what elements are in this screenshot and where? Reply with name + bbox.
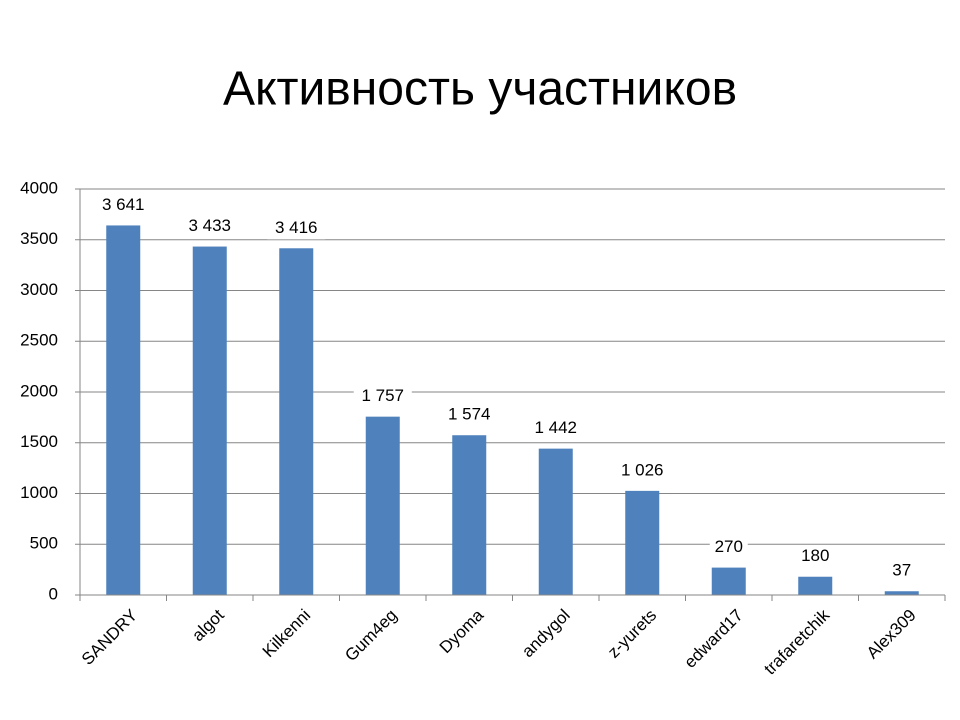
value-label-bg (94, 194, 153, 217)
x-tick-label: Gum4eg (341, 606, 401, 666)
x-tick-label: SANDRY (78, 606, 141, 669)
bar (798, 576, 833, 595)
x-tick-label: Dyoma (436, 605, 488, 657)
y-tick-label: 1500 (20, 432, 58, 451)
value-label-bg (526, 417, 585, 440)
bar (538, 448, 573, 595)
bar (365, 416, 400, 595)
value-label-bg (353, 385, 412, 408)
value-label: 270 (715, 537, 743, 556)
x-tick-label: Alex309 (863, 606, 920, 663)
bar (625, 490, 660, 595)
bar (711, 567, 746, 595)
value-label-bg (180, 215, 239, 238)
value-label-bg (709, 536, 748, 559)
y-tick-label: 3500 (20, 229, 58, 248)
value-label: 1 442 (534, 418, 577, 437)
x-tick-label: z-yurets (604, 606, 660, 662)
y-tick-label: 500 (30, 534, 58, 553)
value-label: 180 (801, 546, 829, 565)
value-label: 3 641 (102, 195, 145, 214)
value-label-bg (796, 545, 835, 568)
value-label: 1 757 (361, 386, 404, 405)
bar (884, 591, 919, 595)
bar (279, 248, 314, 595)
bar (106, 225, 141, 595)
y-tick-label: 0 (49, 584, 58, 603)
x-tick-label: algot (188, 605, 228, 645)
value-label: 1 574 (448, 405, 491, 424)
x-tick-label: edward17 (681, 606, 747, 672)
value-label: 3 433 (188, 216, 231, 235)
value-label: 37 (892, 561, 911, 580)
chart-title: Активность участников (223, 63, 737, 116)
y-tick-label: 1000 (20, 483, 58, 502)
value-label: 1 026 (621, 460, 664, 479)
value-label-bg (613, 459, 672, 482)
x-tick-label: andygol (518, 606, 574, 662)
bar (192, 246, 227, 595)
y-tick-label: 3000 (20, 280, 58, 299)
x-tick-label: trafaretchik (760, 605, 833, 678)
value-label-bg (440, 404, 499, 427)
value-label-bg (887, 560, 916, 583)
x-tick-label: Kilkenni (259, 606, 315, 662)
y-tick-label: 2000 (20, 381, 58, 400)
value-label-bg (267, 217, 326, 240)
value-label: 3 416 (275, 218, 318, 237)
y-tick-label: 4000 (20, 178, 58, 197)
bar (452, 435, 487, 595)
y-tick-label: 2500 (20, 331, 58, 350)
